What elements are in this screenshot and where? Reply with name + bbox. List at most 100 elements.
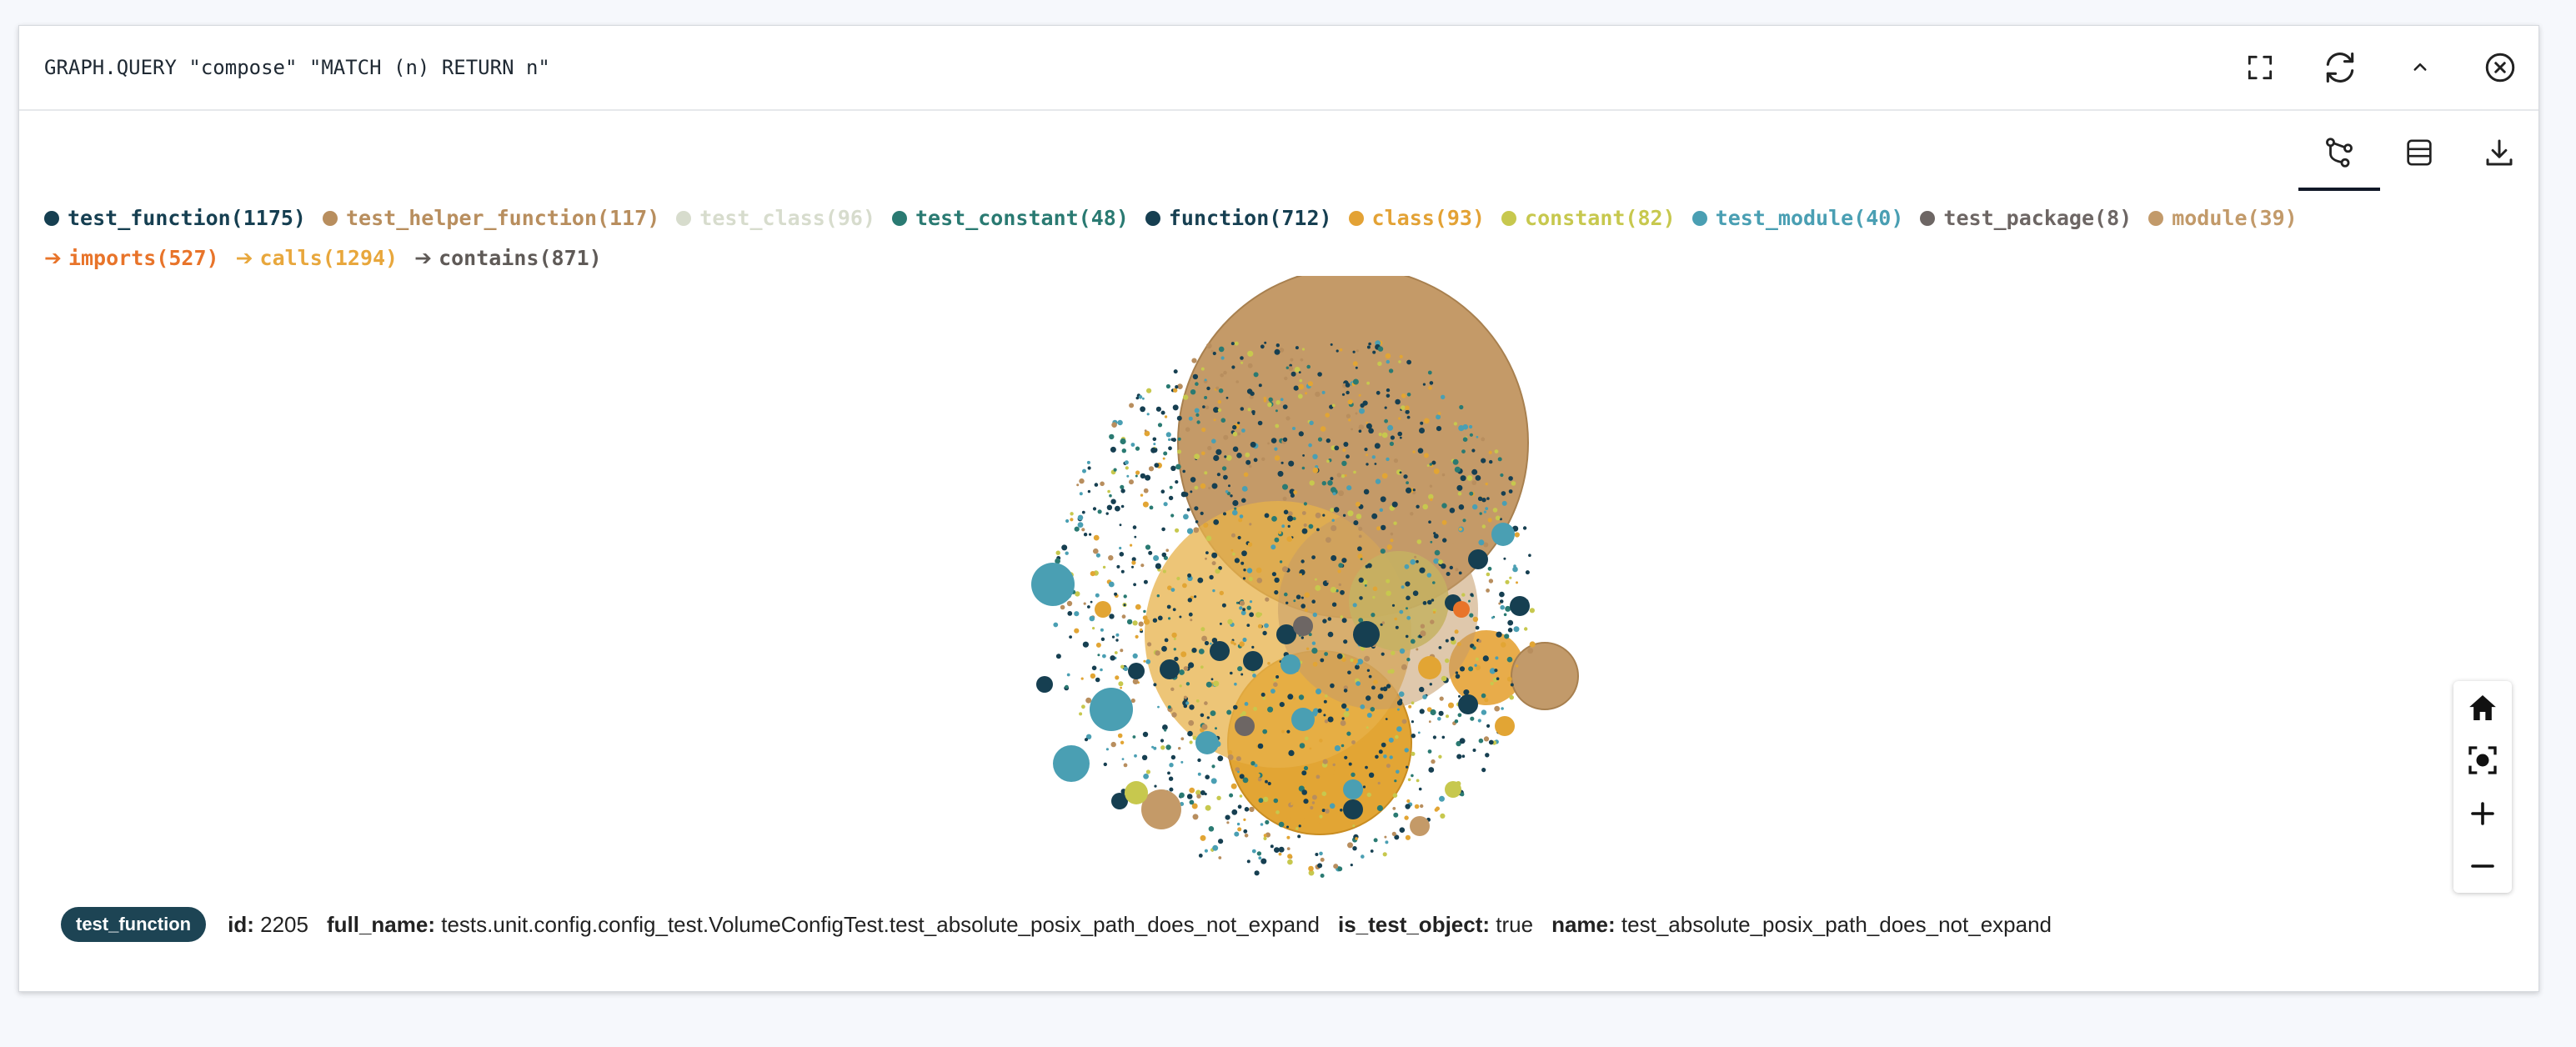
graph-node[interactable] xyxy=(1461,449,1466,453)
graph-node[interactable] xyxy=(1393,458,1398,463)
graph-node[interactable] xyxy=(1336,589,1339,593)
graph-node[interactable] xyxy=(1142,501,1149,508)
graph-node[interactable] xyxy=(1452,458,1459,465)
graph-node[interactable] xyxy=(1436,426,1442,432)
graph-node[interactable] xyxy=(1100,637,1105,641)
graph-node[interactable] xyxy=(1126,474,1130,478)
graph-node[interactable] xyxy=(1384,418,1388,423)
legend-edge-item[interactable]: ➔ calls(1294) xyxy=(236,246,398,270)
graph-node[interactable] xyxy=(1410,559,1416,565)
graph-node[interactable] xyxy=(1339,348,1343,352)
graph-node[interactable] xyxy=(1287,854,1293,859)
graph-node[interactable] xyxy=(1067,611,1073,616)
graph-node[interactable] xyxy=(1353,659,1358,664)
graph-node[interactable] xyxy=(1305,736,1309,741)
graph-node[interactable] xyxy=(1263,834,1267,838)
graph-node[interactable] xyxy=(1508,476,1513,481)
graph-node[interactable] xyxy=(1090,600,1093,604)
graph-node[interactable] xyxy=(1083,602,1086,605)
graph-node[interactable] xyxy=(1312,708,1320,714)
graph-node[interactable] xyxy=(1131,560,1136,565)
graph-node[interactable] xyxy=(1429,381,1434,385)
graph-node[interactable] xyxy=(1129,403,1135,408)
graph-node[interactable] xyxy=(1149,505,1154,510)
graph-node[interactable] xyxy=(1433,468,1440,474)
graph-node[interactable] xyxy=(1165,383,1170,389)
graph-node[interactable] xyxy=(1201,451,1205,456)
graph-node[interactable] xyxy=(1173,369,1178,374)
graph-node[interactable] xyxy=(1097,509,1102,514)
graph-node[interactable] xyxy=(1130,698,1135,704)
graph-node[interactable] xyxy=(1177,449,1182,454)
graph-node[interactable] xyxy=(1143,488,1149,493)
graph-node[interactable] xyxy=(1391,831,1396,837)
graph-node[interactable] xyxy=(1212,589,1215,593)
graph-node[interactable] xyxy=(1316,528,1320,532)
graph-node[interactable] xyxy=(1251,410,1255,414)
graph-node[interactable] xyxy=(1437,717,1441,721)
graph-node[interactable] xyxy=(1420,624,1426,629)
graph-node[interactable] xyxy=(1205,343,1212,349)
graph-node[interactable] xyxy=(1321,809,1326,813)
graph-node[interactable] xyxy=(1428,493,1434,500)
graph-node[interactable] xyxy=(1462,437,1468,442)
legend-node-item[interactable]: test_constant(48) xyxy=(892,206,1129,230)
graph-node[interactable] xyxy=(1206,386,1210,391)
graph-node[interactable] xyxy=(1340,589,1345,595)
graph-node[interactable] xyxy=(1090,571,1095,577)
graph-node[interactable] xyxy=(1337,866,1343,872)
legend-node-item[interactable]: test_module(40) xyxy=(1691,206,1903,230)
graph-node[interactable] xyxy=(1240,361,1244,364)
graph-node[interactable] xyxy=(1487,518,1492,523)
graph-node[interactable] xyxy=(1197,758,1201,763)
graph-node[interactable] xyxy=(1218,346,1225,353)
graph-node[interactable] xyxy=(1237,827,1242,832)
graph-node[interactable] xyxy=(1314,578,1317,581)
graph-node[interactable] xyxy=(1157,615,1163,621)
graph-node[interactable] xyxy=(1311,555,1316,559)
graph-node[interactable] xyxy=(1412,450,1416,453)
graph-node[interactable] xyxy=(1337,569,1341,574)
graph-node[interactable] xyxy=(1171,632,1177,639)
graph-node[interactable] xyxy=(1298,824,1301,828)
graph-node[interactable] xyxy=(1445,639,1449,643)
graph-node[interactable] xyxy=(1370,849,1374,853)
graph-node[interactable] xyxy=(1340,809,1343,812)
graph-node[interactable] xyxy=(1483,542,1489,548)
graph-node[interactable] xyxy=(1226,821,1230,824)
legend-node-item[interactable]: test_helper_function(117) xyxy=(322,206,659,230)
graph-node[interactable] xyxy=(1242,577,1246,580)
graph-node[interactable] xyxy=(1381,652,1385,656)
graph-node[interactable] xyxy=(1240,610,1246,616)
graph-node[interactable] xyxy=(1157,423,1163,428)
graph-node[interactable] xyxy=(1183,394,1189,400)
graph-node[interactable] xyxy=(1146,388,1152,393)
graph-node[interactable] xyxy=(1372,595,1376,599)
graph-node[interactable] xyxy=(1401,405,1406,410)
graph-node[interactable] xyxy=(1293,385,1299,391)
graph-node[interactable] xyxy=(1514,532,1520,538)
graph-node[interactable] xyxy=(1173,648,1176,651)
graph-node[interactable] xyxy=(1241,486,1248,492)
graph-node[interactable] xyxy=(1195,413,1200,417)
graph-node[interactable] xyxy=(1203,523,1209,529)
graph-node[interactable] xyxy=(1275,810,1280,814)
graph-node[interactable] xyxy=(1296,594,1301,599)
graph-node[interactable] xyxy=(1125,781,1148,804)
graph-node[interactable] xyxy=(1489,668,1496,674)
graph-node[interactable] xyxy=(1257,777,1262,782)
graph-node[interactable] xyxy=(1366,792,1371,798)
graph-node[interactable] xyxy=(1211,552,1218,559)
graph-node[interactable] xyxy=(1233,704,1238,710)
graph-node[interactable] xyxy=(1091,665,1097,671)
graph-node[interactable] xyxy=(1208,826,1215,832)
graph-node[interactable] xyxy=(1311,599,1316,604)
graph-node[interactable] xyxy=(1241,498,1246,503)
graph-node[interactable] xyxy=(1505,605,1511,612)
graph-node[interactable] xyxy=(1109,614,1115,619)
graph-node[interactable] xyxy=(1317,709,1322,714)
graph-node[interactable] xyxy=(1286,847,1291,850)
graph-node[interactable] xyxy=(1253,372,1259,378)
graph-node[interactable] xyxy=(1213,454,1220,462)
graph-node[interactable] xyxy=(1433,558,1440,564)
